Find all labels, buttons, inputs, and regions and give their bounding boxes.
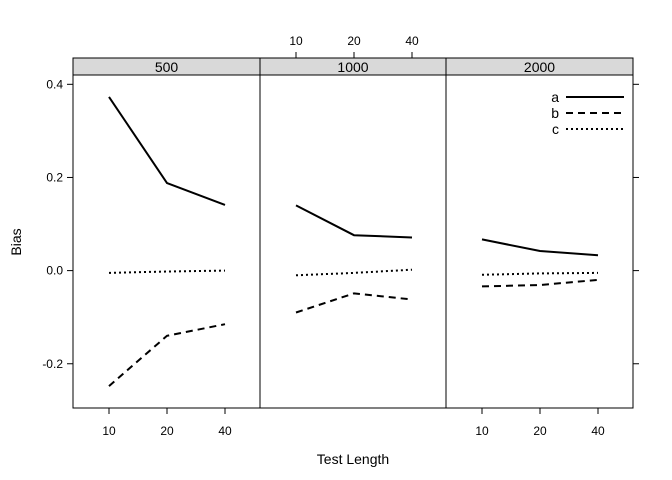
x-tick-label-top-10: 10: [289, 34, 303, 48]
series-line-a-panel-1000: [295, 204, 413, 239]
x-tick-label-bottom-20: 20: [533, 424, 547, 438]
x-tick-label-bottom-40: 40: [218, 424, 232, 438]
legend-label-a: a: [551, 89, 559, 105]
series-line-a-panel-2000: [481, 238, 599, 257]
series-line-c-panel-2000: [481, 271, 599, 276]
panel-strip-label-1000: 1000: [337, 59, 368, 75]
series-line-b-panel-2000: [481, 278, 599, 288]
panel-2000: 2000: [445, 57, 634, 409]
y-axis-label: Bias: [8, 228, 24, 255]
panel-500: 500: [72, 57, 261, 409]
series-line-c-panel-500: [108, 269, 226, 274]
x-tick-label-bottom-10: 10: [475, 424, 489, 438]
axes: 10 20 40 10 20 40 10 20 40 -0.2 0.0 0.2 0.4: [42, 34, 639, 438]
series-line-b-panel-500: [108, 323, 226, 387]
series-line-a-panel-500: [108, 96, 226, 206]
panel-frame-1000: [259, 74, 447, 409]
y-tick-label: 0.0: [46, 264, 63, 278]
panel-frame-500: [72, 74, 261, 409]
panel-1000: 1000: [259, 57, 447, 409]
y-tick-label: 0.2: [46, 170, 63, 184]
x-tick-label-bottom-10: 10: [102, 424, 116, 438]
x-tick-label-bottom-40: 40: [591, 424, 605, 438]
legend-label-b: b: [551, 105, 559, 121]
legend: abc: [551, 89, 624, 137]
y-tick-label: 0.4: [46, 77, 63, 91]
panel-frame-2000: [445, 74, 634, 409]
series-line-c-panel-1000: [295, 268, 413, 277]
series-line-b-panel-1000: [295, 292, 413, 314]
x-tick-label-bottom-20: 20: [160, 424, 174, 438]
y-tick-label: -0.2: [42, 357, 63, 371]
x-axis-label: Test Length: [317, 451, 389, 467]
panels: 500 1000 2000: [72, 57, 634, 409]
x-tick-label-top-20: 20: [347, 34, 361, 48]
x-tick-label-top-40: 40: [405, 34, 419, 48]
panel-strip-label-2000: 2000: [524, 59, 555, 75]
panel-strip-label-500: 500: [155, 59, 179, 75]
legend-label-c: c: [552, 121, 559, 137]
